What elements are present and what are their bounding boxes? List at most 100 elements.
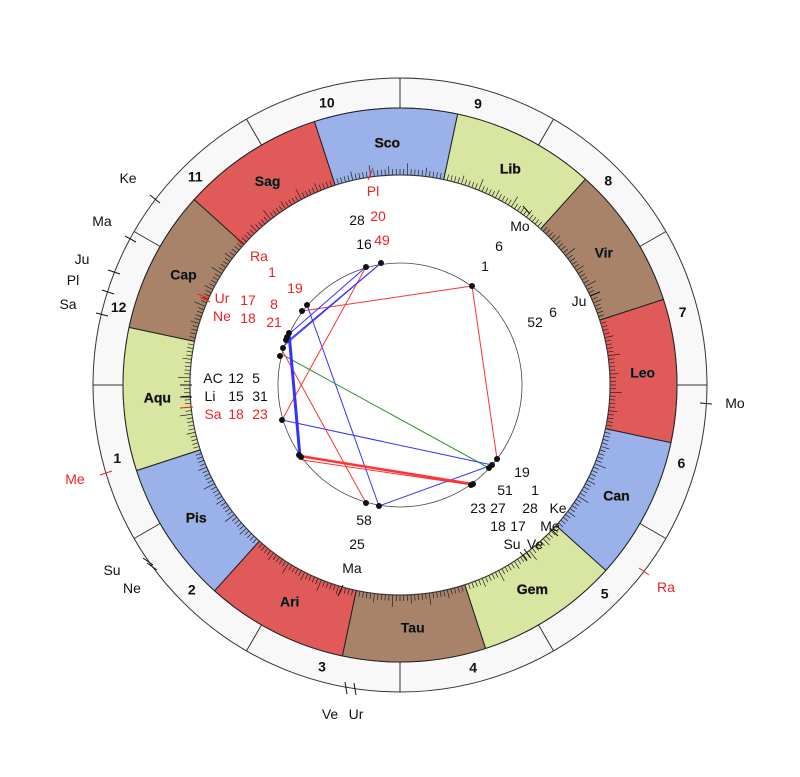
planet-marker — [199, 296, 211, 303]
planet-label: 31 — [252, 388, 268, 404]
planet-marker — [344, 681, 348, 695]
planet-point — [494, 456, 500, 462]
planet-label: 20 — [370, 208, 386, 224]
planet-label: Mo — [510, 218, 530, 234]
aspect-line — [306, 304, 380, 507]
house-cusp-line — [538, 624, 554, 652]
planet-label: Ve — [527, 536, 544, 552]
planet-label: 19 — [514, 464, 530, 480]
planet-marker — [367, 167, 374, 181]
sign-label: Vir — [595, 245, 614, 261]
planet-label: Sa — [59, 296, 76, 312]
planet-label: Ur — [215, 290, 230, 306]
house-number: 1 — [113, 450, 121, 466]
planet-marker — [107, 269, 121, 275]
planet-label: 15 — [228, 388, 244, 404]
planet-marker — [142, 557, 154, 566]
planet-label: 23 — [470, 500, 486, 516]
planet-point — [280, 345, 286, 351]
house-number: 8 — [604, 172, 612, 188]
planet-label: Ma — [342, 560, 362, 576]
planet-point — [470, 481, 476, 487]
planet-label: AC — [203, 370, 222, 386]
planet-label: 1 — [531, 482, 539, 498]
house-cusp-line — [133, 523, 161, 539]
planet-point — [378, 260, 384, 266]
house-number: 12 — [111, 299, 127, 315]
planet-point — [363, 264, 369, 270]
planet-label: 23 — [252, 406, 268, 422]
house-number: 5 — [601, 585, 609, 601]
planet-label: 1 — [481, 258, 489, 274]
planet-label: Ju — [572, 293, 587, 309]
house-number: 10 — [319, 94, 335, 110]
sign-label: Aqu — [144, 390, 171, 406]
planet-marker — [589, 291, 601, 297]
planet-marker — [124, 235, 137, 243]
sign-label: Lib — [500, 160, 521, 176]
planet-label: 17 — [510, 518, 526, 534]
house-number: 4 — [469, 660, 477, 676]
sign-label: Leo — [630, 364, 655, 380]
sign-label: Tau — [401, 620, 425, 636]
planet-label: 25 — [349, 536, 365, 552]
planet-label: Me — [65, 471, 85, 487]
planet-marker — [146, 562, 158, 571]
planet-label: 17 — [240, 292, 256, 308]
planet-label: Ju — [75, 251, 90, 267]
planet-marker — [523, 548, 532, 559]
planet-marker — [95, 312, 109, 317]
planet-marker — [522, 205, 531, 215]
planet-label: 28 — [349, 212, 365, 228]
aspect-line — [287, 266, 367, 336]
planet-marker — [197, 293, 209, 299]
sign-label: Sco — [374, 134, 400, 150]
house-number: 3 — [318, 658, 326, 674]
planet-label: 49 — [374, 232, 390, 248]
planet-label: 19 — [287, 280, 303, 296]
planet-label: Ne — [123, 580, 141, 596]
planet-label: 16 — [356, 236, 372, 252]
planet-marker — [549, 527, 559, 537]
planet-point — [298, 454, 304, 460]
house-number: 7 — [679, 304, 687, 320]
planet-point — [283, 337, 289, 343]
planet-marker — [638, 567, 650, 576]
planet-marker — [149, 194, 161, 204]
planet-marker — [101, 289, 115, 295]
aspect-line — [299, 454, 473, 486]
sign-label: Ari — [280, 594, 299, 610]
planet-label: Pl — [367, 183, 379, 199]
aspect-line — [288, 262, 382, 341]
planet-label: 6 — [495, 238, 503, 254]
planet-marker — [99, 470, 113, 476]
planet-marker — [519, 551, 528, 562]
sign-label: Gem — [517, 581, 548, 597]
house-number: 2 — [188, 582, 196, 598]
aspect-lines — [281, 262, 498, 507]
planet-label: Ve — [322, 706, 339, 722]
planet-label: 1 — [268, 264, 276, 280]
planet-label: 27 — [490, 500, 506, 516]
planet-label: 18 — [490, 518, 506, 534]
house-cusp-line — [538, 118, 554, 146]
aspect-line — [378, 464, 493, 507]
planet-label: 8 — [270, 296, 278, 312]
planet-point — [469, 283, 475, 289]
sign-label: Sag — [255, 173, 281, 189]
planet-label: Ke — [549, 500, 566, 516]
planet-point — [489, 462, 495, 468]
aspect-line — [281, 419, 493, 466]
planet-label: Mo — [725, 395, 745, 411]
planet-point — [376, 503, 382, 509]
house-number: 9 — [474, 96, 482, 112]
planet-marker — [235, 237, 243, 246]
aspect-line — [281, 349, 367, 504]
planet-marker — [179, 406, 194, 409]
planet-points — [95, 167, 713, 696]
planet-label: Su — [103, 562, 120, 578]
planet-label: 18 — [228, 406, 244, 422]
planet-label: 6 — [549, 304, 557, 320]
